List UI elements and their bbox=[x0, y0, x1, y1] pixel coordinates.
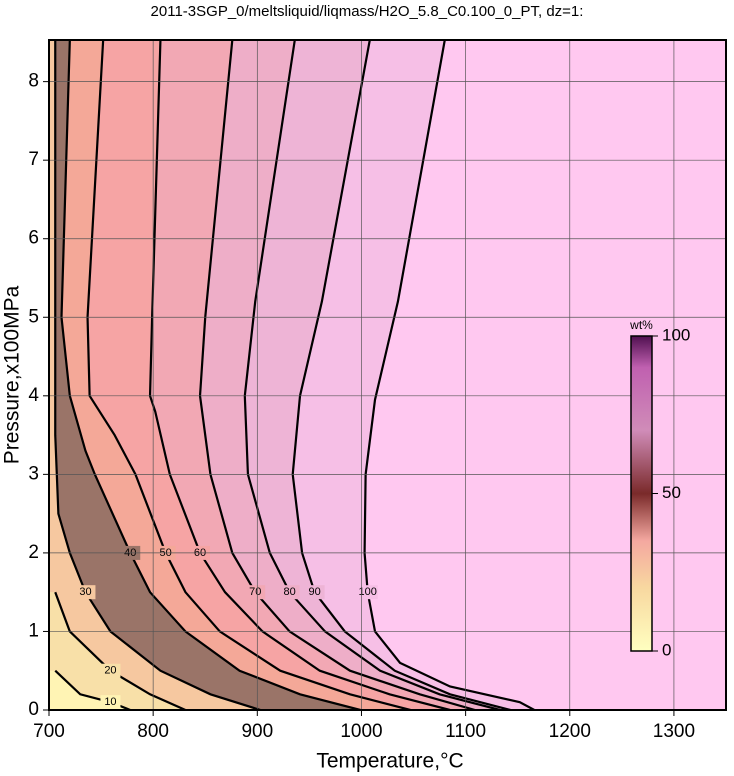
contour-fill bbox=[49, 592, 186, 710]
x-tick-label: 1200 bbox=[549, 721, 591, 742]
y-tick-label: 0 bbox=[28, 699, 39, 720]
contour-line bbox=[291, 40, 511, 710]
y-tick-label: 7 bbox=[28, 149, 39, 170]
colorbar-tick-label: 0 bbox=[662, 640, 671, 659]
x-tick-label: 1300 bbox=[653, 721, 695, 742]
x-axis-label: Temperature,°C bbox=[316, 750, 463, 773]
contour-label: 100 bbox=[359, 586, 377, 598]
contour-label-bg bbox=[357, 585, 378, 600]
contour-label: 90 bbox=[308, 586, 320, 598]
contour-label: 80 bbox=[283, 586, 295, 598]
colorbar-label: wt% bbox=[629, 318, 653, 332]
overlay: 700 800 900 1000 1100 1200 1300 0 1 2 3 4 5 6 7 8 wt% 0 50… bbox=[28, 39, 727, 742]
y-tick-label: 3 bbox=[28, 463, 39, 484]
colorbar-tick-label: 100 bbox=[662, 325, 690, 344]
x-tick-label: 1100 bbox=[445, 721, 486, 742]
contour-label: 70 bbox=[249, 586, 261, 598]
contour-label: 10 bbox=[104, 696, 116, 708]
contour-label-bg bbox=[75, 585, 96, 600]
contour-label: 20 bbox=[104, 665, 116, 677]
x-tick-label: 800 bbox=[137, 721, 169, 742]
x-tick-label: 1000 bbox=[340, 721, 382, 742]
contour-label-bg bbox=[100, 663, 121, 678]
y-tick-label: 1 bbox=[28, 620, 39, 641]
contour-label: 30 bbox=[79, 586, 91, 598]
colorbar-tick-label: 50 bbox=[662, 483, 681, 502]
contour-line bbox=[198, 40, 476, 710]
y-tick-label: 4 bbox=[28, 385, 39, 406]
contour-line bbox=[54, 40, 261, 710]
y-tick-label: 8 bbox=[28, 71, 39, 92]
y-tick-label: 6 bbox=[28, 228, 39, 249]
colorbar bbox=[630, 335, 653, 652]
y-axis-label: Pressure,x100MPa bbox=[1, 285, 24, 464]
chart-title: 2011-3SGP_0/meltsliquid/liqmass/H2O_5.8_… bbox=[151, 3, 584, 20]
y-tick-label: 5 bbox=[28, 306, 39, 327]
x-tick-label: 700 bbox=[33, 721, 65, 742]
contour-fill bbox=[49, 670, 131, 710]
contour-line bbox=[243, 40, 501, 710]
contour-label-bg bbox=[304, 585, 325, 600]
contour-label-bg bbox=[279, 585, 300, 600]
y-tick-label: 2 bbox=[28, 542, 39, 563]
contour-label-bg bbox=[100, 695, 121, 710]
contour-label-bg bbox=[245, 585, 266, 600]
contour-fill bbox=[49, 40, 411, 710]
plot-frame bbox=[48, 39, 727, 711]
x-tick-label: 900 bbox=[241, 721, 273, 742]
